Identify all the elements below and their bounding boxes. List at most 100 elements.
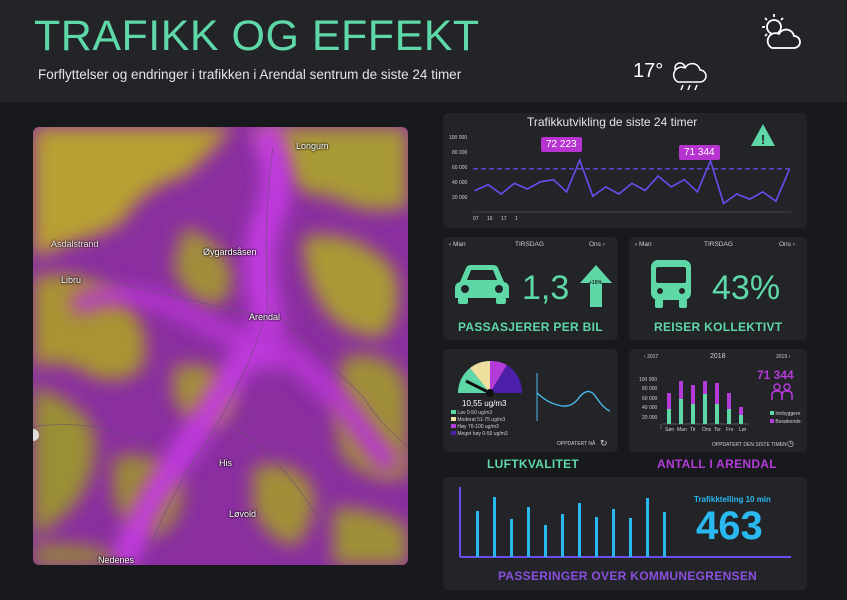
trend-point [487,183,489,186]
pop-legend-visitors: Besøkende [770,419,801,425]
heatmap-graphic [33,127,408,565]
arrow-up-icon [580,265,612,307]
trend-point [775,200,777,203]
air-quality-panel: 10,55 ug/m3 Lav 0-50 ug/m3 Moderat 51-75… [443,349,618,452]
trend-title: Trafikkutvikling de siste 24 timer [527,115,698,129]
refresh-icon[interactable]: ↻ [600,438,608,448]
public-transport-panel: ‹ Man TIRSDAG Ons › 43% REISER KOLLEKTIV… [629,237,807,340]
passengers-per-car-panel: ‹ Man TIRSDAG Ons › 1,3 +15% PASSASJERER… [443,237,618,340]
trend-point [591,195,594,197]
trend-point [762,191,764,193]
trend-xtick-3: 17 [501,216,507,222]
pop-ytick-40000: 40 000 [642,405,658,411]
air-quality-label: LUFTKVALITET [487,457,580,471]
map-label-oygardsasen: Øygardsåsen [203,247,257,257]
trend-point [565,191,568,193]
trend-point [696,191,699,193]
header: TRAFIKK OG EFFEKT Forflyttelser og endri… [0,0,847,102]
car-icon [455,265,509,304]
trend-point [709,159,712,162]
map-label-asdalstrand: Asdalstrand [51,239,99,249]
next-year-button[interactable]: 2019 › [776,354,791,360]
trend-point [605,186,607,188]
trend-point [539,181,542,183]
prev-day-button[interactable]: ‹ Man [635,241,652,248]
legend-swatch [770,411,774,415]
clock-icon[interactable]: ◷ [787,439,794,448]
trend-ytick-100000: 100 000 [449,135,468,141]
air-quality-sparkline [536,373,611,421]
map-label-his: His [219,458,232,468]
bus-icon [651,260,691,308]
crossings-caption: Trafikktelling 10 min [694,495,771,504]
traffic-heatmap[interactable]: Longum Øygardsåsen Libru Asdalstrand Are… [33,127,408,565]
border-crossings-panel: Trafikktelling 10 min 463 PASSERINGER OV… [443,477,807,590]
legend-swatch [451,431,456,435]
trend-callout-peak-1: 72 223 [541,137,582,152]
next-day-button[interactable]: Ons › [589,241,605,248]
trend-point [788,169,790,172]
trend-xtick-2: 16 [487,216,493,222]
crossings-label: PASSERINGER OVER KOMMUNEGRENSEN [498,569,758,583]
temperature-readout: 17° [633,60,664,82]
trend-point [683,178,686,181]
rain-cloud-icon [672,62,707,91]
air-quality-value: 10,55 ug/m3 [462,399,507,408]
next-day-button[interactable]: Ons › [779,241,795,248]
year-label: 2018 [710,353,726,360]
trend-point [657,175,659,177]
pop-ytick-60000: 60 000 [642,396,658,402]
map-label-libru: Libru [61,275,82,285]
trend-point [578,159,581,161]
pop-x-lor: Lør [739,427,747,433]
map-label-longum: Longum [296,141,329,151]
partly-cloudy-icon [762,14,801,49]
pop-x-tor: Tor [714,427,721,433]
trend-point [618,193,620,195]
trend-ytick-20000: 20 000 [452,195,468,201]
public-transport-label: REISER KOLLEKTIVT [654,320,783,334]
trend-point [735,193,738,195]
day-label: TIRSDAG [515,241,544,248]
svg-text:!: ! [761,132,765,147]
warning-icon [751,124,775,146]
people-icon [771,383,793,400]
population-bar-chart [660,381,749,429]
map-label-lovold: Løvold [229,509,257,519]
pop-legend-residents: Innbyggere [770,411,800,417]
trend-point [474,189,476,192]
legend-swatch [770,419,774,423]
population-panel: ‹ 2017 2018 2019 › 100 000 80 000 60 000… [629,349,807,452]
air-quality-gauge [458,360,523,397]
trend-ytick-60000: 60 000 [452,165,468,171]
trend-xtick-1: 07 [473,216,479,222]
pop-x-fre: Fre [726,427,734,433]
trend-line-chart: ! [473,124,791,213]
pop-x-tir: Tir [690,427,696,433]
population-label: ANTALL I ARENDAL [657,457,777,471]
trend-point [722,202,725,205]
trend-point [644,189,646,192]
prev-year-button[interactable]: ‹ 2017 [644,354,659,360]
legend-swatch [451,410,456,414]
passengers-change: +15% [589,280,602,286]
trend-callout-peak-2: 71 344 [679,145,720,160]
population-total: 71 344 [757,368,794,382]
traffic-trend-panel: Trafikkutvikling de siste 24 timer 100 0… [443,113,807,228]
passengers-label: PASSASJERER PER BIL [458,320,603,334]
crossings-value: 463 [696,504,763,548]
trend-point [748,198,751,200]
prev-day-button[interactable]: ‹ Man [449,241,466,248]
crossings-bar-chart [459,487,791,558]
pop-x-son: Søn [665,427,675,433]
legend-swatch [451,424,456,428]
pop-x-man: Man [677,427,687,433]
map-label-arendal: Arendal [249,312,281,322]
map-label-nedenes: Nedenes [98,555,135,565]
trend-point [631,182,633,185]
passengers-value: 1,3 [522,269,570,307]
trend-point [552,178,555,181]
trend-ytick-40000: 40 000 [452,180,468,186]
page-title: TRAFIKK OG EFFEKT [34,12,480,60]
trend-point [500,193,502,195]
